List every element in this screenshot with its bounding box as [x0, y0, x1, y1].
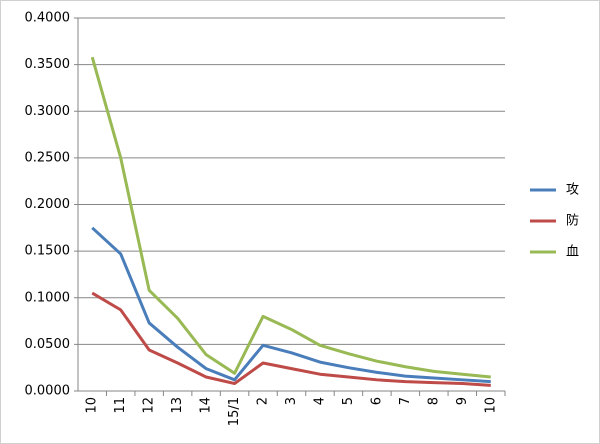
- x-tick-label: 10: [483, 397, 498, 414]
- y-tick-label: 0.3000: [25, 104, 71, 119]
- x-tick-label: 12: [142, 397, 157, 414]
- legend-label: 攻: [566, 183, 579, 198]
- legend-label: 防: [566, 213, 579, 229]
- legend-label: 血: [566, 245, 579, 260]
- x-tick-label: 2: [256, 397, 271, 405]
- y-tick-label: 0.0500: [25, 337, 71, 352]
- series-line: [91, 291, 491, 387]
- x-tick-label: 9: [455, 397, 470, 405]
- x-tick-label: 14: [199, 397, 214, 414]
- x-tick-label: 8: [426, 397, 441, 405]
- x-tick-label: 15/1: [227, 397, 242, 426]
- series-line: [90, 56, 491, 379]
- y-tick-label: 0.2000: [25, 197, 71, 212]
- y-tick-label: 0.2500: [25, 150, 71, 165]
- y-tick-label: 0.1500: [25, 244, 71, 259]
- x-tick-label: 4: [312, 397, 327, 405]
- y-tick-label: 0.4000: [25, 11, 71, 26]
- x-tick-label: 6: [369, 397, 384, 405]
- y-tick-label: 0.1000: [25, 290, 71, 305]
- x-tick-label: 3: [284, 397, 299, 405]
- x-tick-label: 5: [341, 397, 356, 405]
- x-tick-label: 7: [398, 397, 413, 405]
- x-tick-label: 13: [170, 397, 185, 414]
- y-tick-label: 0.0000: [25, 384, 71, 399]
- x-tick-label: 10: [85, 397, 100, 414]
- x-tick-label: 11: [113, 397, 128, 414]
- series-line: [91, 226, 491, 384]
- y-tick-label: 0.3500: [25, 57, 71, 72]
